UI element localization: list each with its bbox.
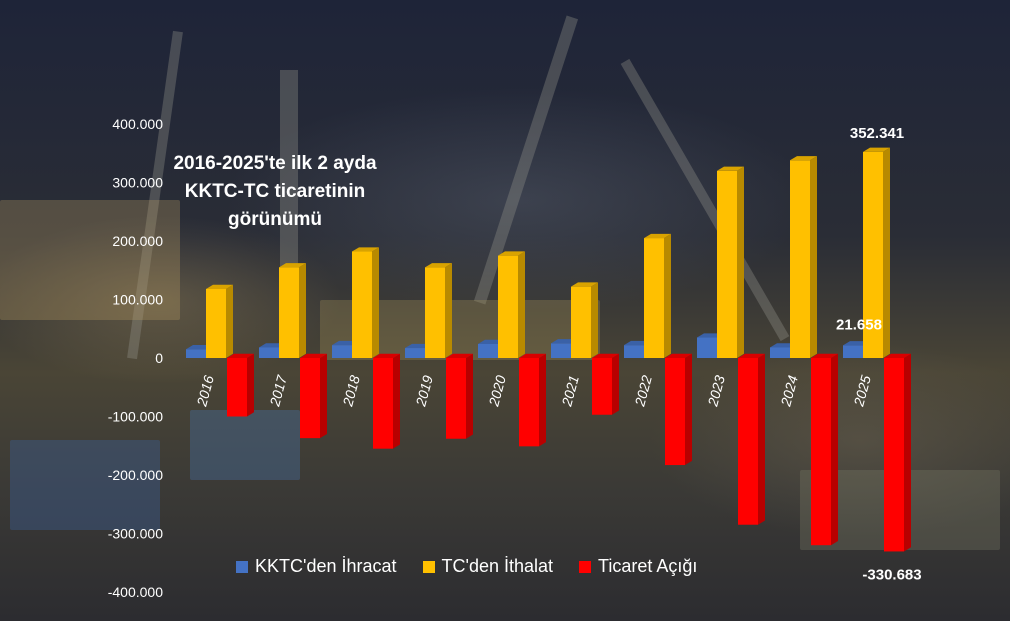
legend-swatch-deficit — [579, 560, 592, 573]
bar-import-2021 — [571, 282, 598, 358]
legend-label-export: KKTC'den İhracat — [255, 556, 397, 576]
bar-import-2020 — [498, 251, 525, 358]
bar-import-2023 — [717, 166, 744, 358]
bar-import-2022 — [644, 233, 671, 358]
data-labels: 352.341 21.658 -330.683 — [836, 125, 922, 584]
data-label-deficit-2025: -330.683 — [862, 566, 921, 583]
data-label-import-2025: 352.341 — [850, 125, 904, 142]
bar-deficit-2017 — [300, 353, 327, 439]
bar-import-2019 — [425, 263, 452, 358]
bar-deficit-2019 — [446, 353, 473, 439]
legend-item-export: KKTC'den İhracat — [236, 556, 397, 577]
legend-swatch-export — [236, 560, 248, 573]
bar-deficit-2022 — [665, 353, 692, 466]
y-tick-label: 200.000 — [112, 233, 163, 249]
y-tick-label: -300.000 — [108, 526, 163, 542]
x-category-2019: 2019 — [412, 373, 436, 408]
x-category-2021: 2021 — [558, 374, 582, 409]
bar-import-2025 — [863, 147, 890, 358]
x-category-2018: 2018 — [339, 373, 363, 408]
x-category-2017: 2017 — [266, 372, 290, 408]
y-axis: 400.000 300.000 200.000 100.000 0 -100.000 -20… — [108, 116, 163, 600]
bar-import-2017 — [279, 263, 306, 358]
y-tick-label: -100.000 — [108, 409, 163, 425]
bar-deficit-2024 — [811, 353, 838, 546]
bar-deficit-2021 — [592, 353, 619, 415]
y-tick-label: 300.000 — [112, 175, 163, 191]
y-tick-label: 400.000 — [112, 116, 163, 132]
bar-deficit-2016 — [227, 353, 254, 417]
bars — [186, 147, 911, 552]
bar-import-2018 — [352, 247, 379, 358]
bar-import-2016 — [206, 284, 233, 358]
chart-title: 2016-2025'te ilk 2 ayda KKTC-TC ticareti… — [160, 150, 390, 234]
bar-deficit-2018 — [373, 353, 400, 449]
y-tick-label: -200.000 — [108, 467, 163, 483]
legend-item-deficit: Ticaret Açığı — [579, 556, 697, 577]
x-category-2023: 2023 — [704, 373, 728, 408]
data-label-export-2025: 21.658 — [836, 316, 882, 333]
y-tick-label: -400.000 — [108, 584, 163, 600]
legend-label-deficit: Ticaret Açığı — [598, 556, 698, 576]
chart-title-line-2: KKTC-TC ticaretinin — [184, 181, 366, 202]
x-category-2022: 2022 — [631, 373, 655, 408]
legend: KKTC'den İhracat TC'den İthalat Ticaret … — [236, 556, 697, 577]
bar-import-2024 — [790, 156, 817, 358]
legend-swatch-import — [422, 560, 435, 573]
legend-label-import: TC'den İthalat — [441, 556, 554, 576]
x-category-2016: 2016 — [193, 373, 217, 408]
y-tick-label: 0 — [155, 350, 163, 366]
bar-deficit-2023 — [738, 353, 765, 525]
x-category-2024: 2024 — [777, 373, 801, 408]
x-category-2020: 2020 — [485, 373, 509, 408]
x-category-2025: 2025 — [850, 373, 874, 408]
bar-deficit-2025 — [884, 353, 911, 552]
chart-title-line-3: görünümü — [228, 209, 322, 230]
bar-deficit-2020 — [519, 353, 546, 447]
legend-item-import: TC'den İthalat — [422, 556, 554, 577]
chart-title-line-1: 2016-2025'te ilk 2 ayda — [173, 153, 377, 174]
y-tick-label: 100.000 — [112, 292, 163, 308]
